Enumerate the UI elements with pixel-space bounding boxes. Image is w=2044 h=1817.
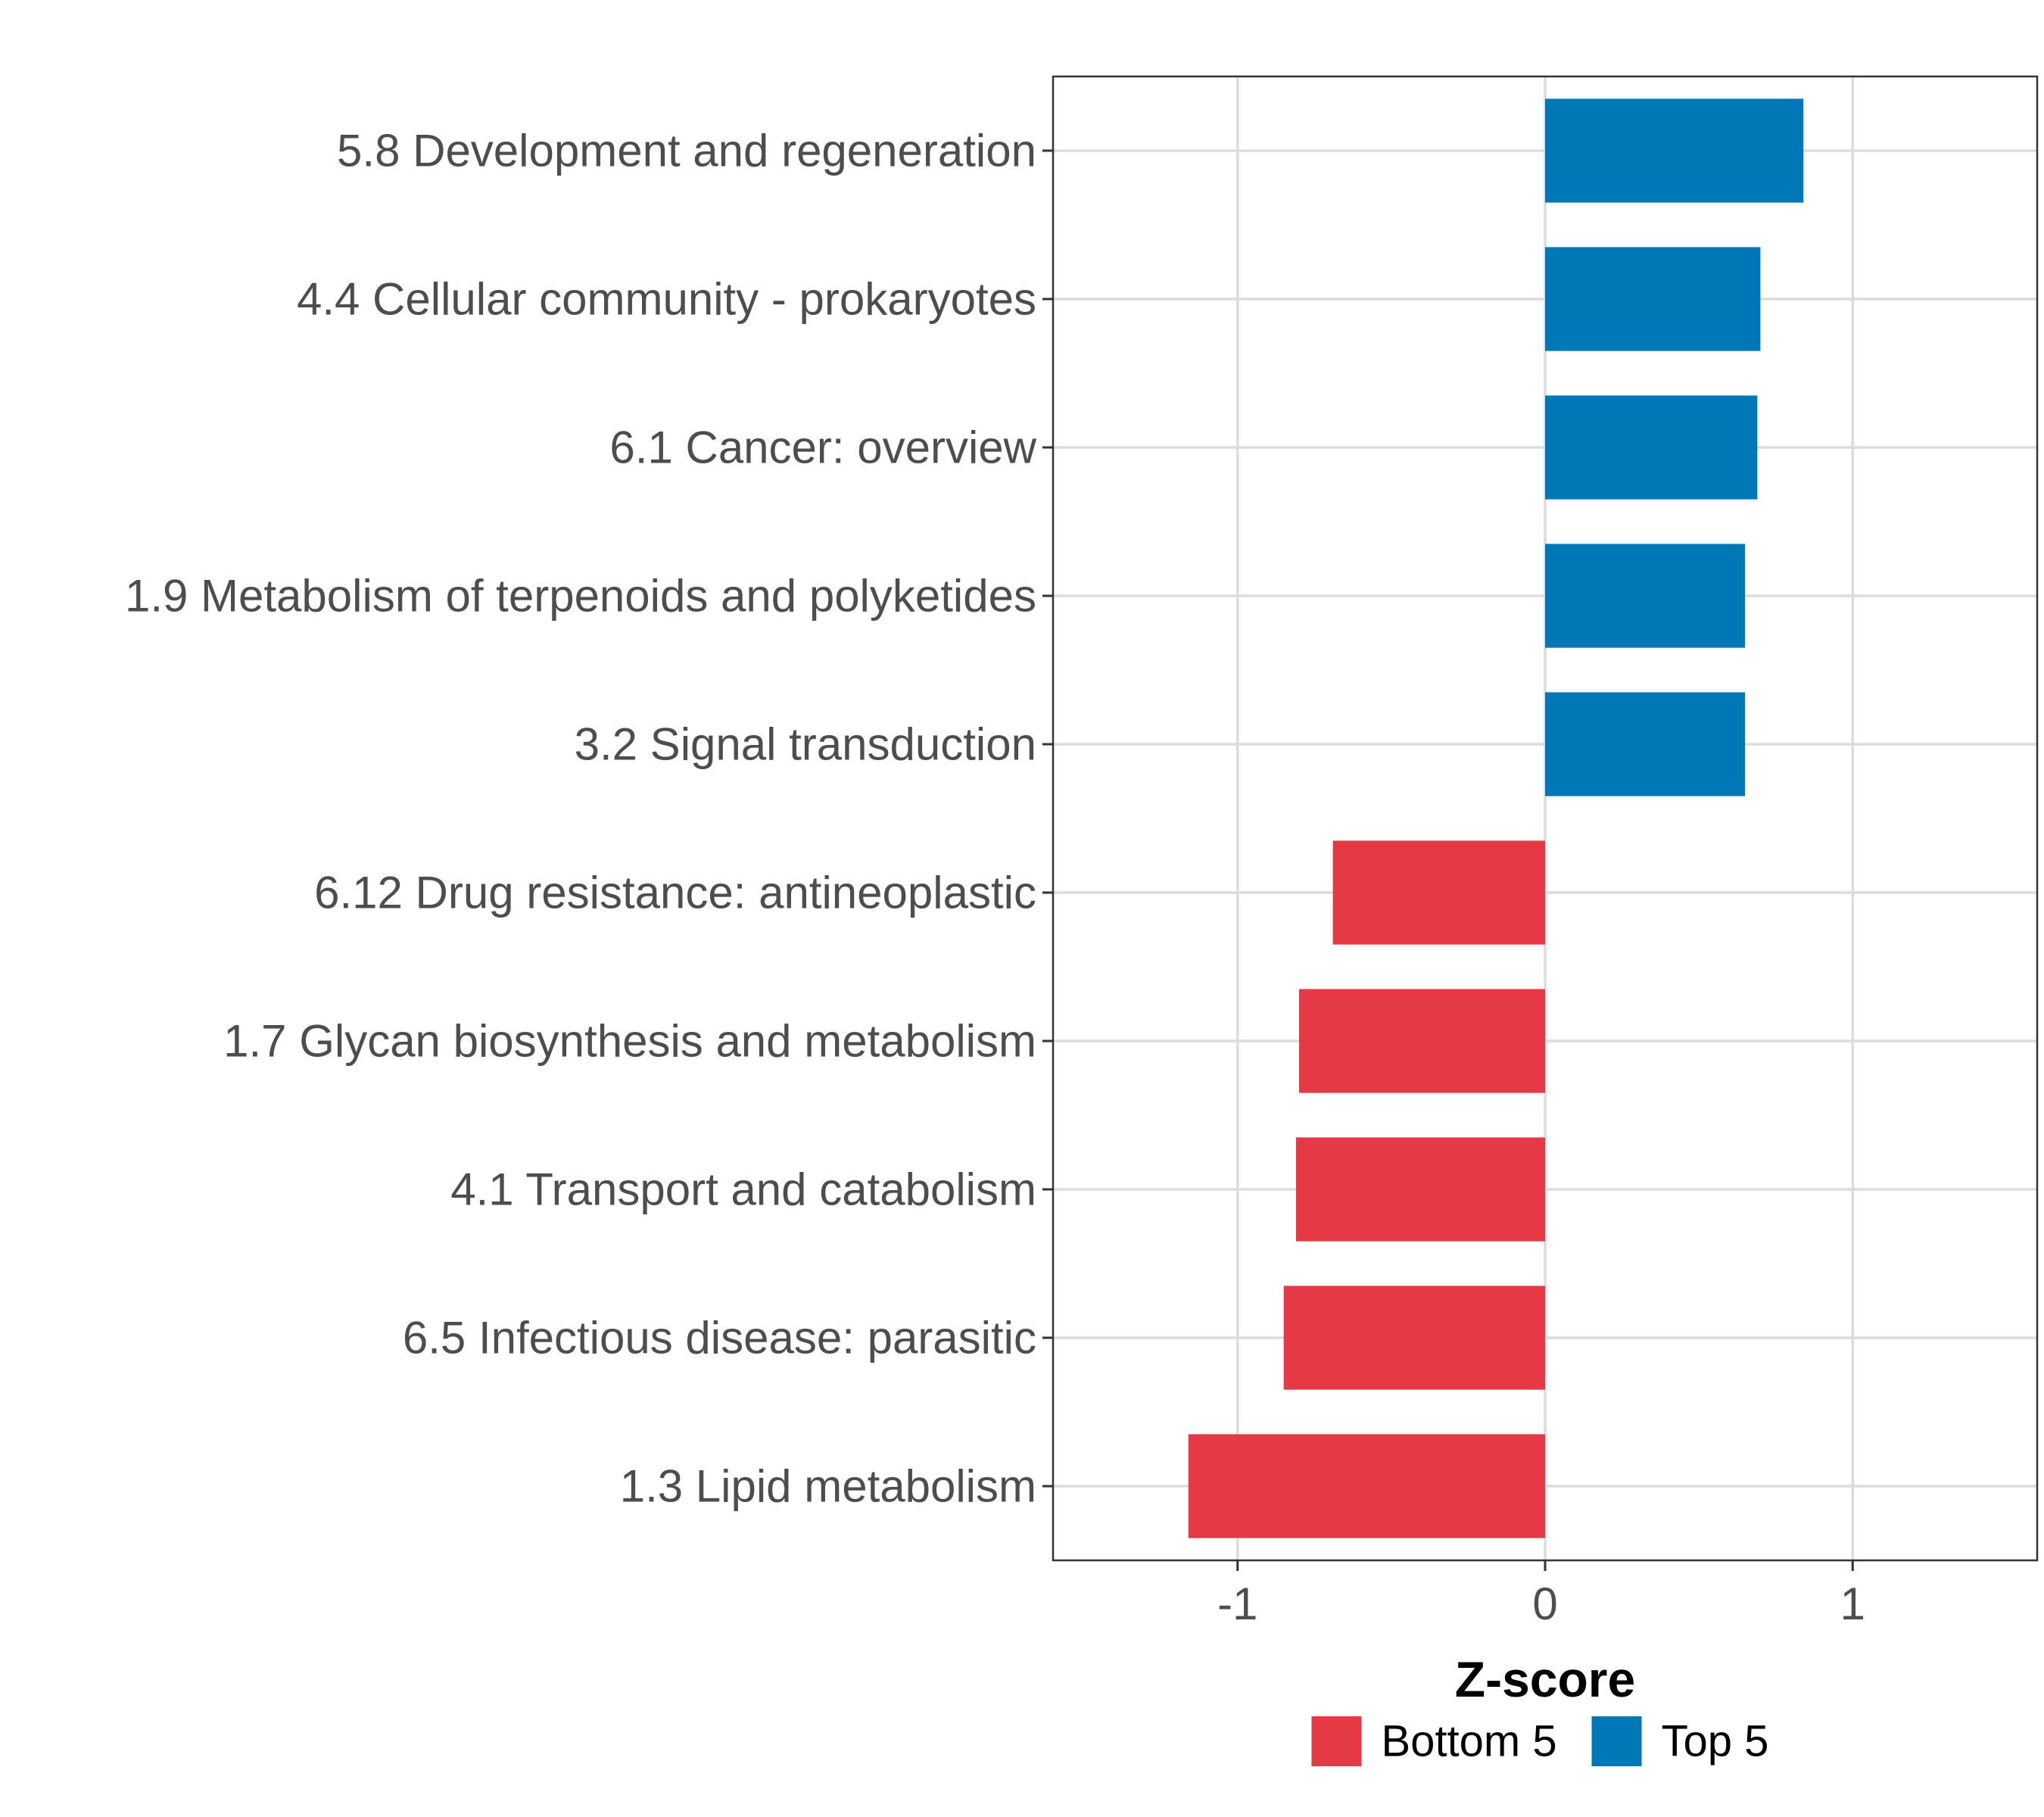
legend: Bottom 5 Top 5 (1311, 1716, 1769, 1766)
bar-1-9-metabolism-of-terpenoids-and-polyketides (1545, 544, 1746, 648)
y-tick-label: 5.8 Development and regeneration (337, 126, 1036, 176)
legend-swatch-bottom-5 (1311, 1716, 1362, 1766)
y-tick-label: 6.1 Cancer: overview (609, 422, 1036, 473)
bar-6-1-cancer-overview (1545, 395, 1758, 500)
y-tick-label: 3.2 Signal transduction (575, 719, 1036, 770)
x-tick-label: 1 (1840, 1579, 1865, 1629)
y-tick-label: 1.3 Lipid metabolism (620, 1461, 1036, 1512)
bar-3-2-signal-transduction (1545, 692, 1746, 796)
bar-1-7-glycan-biosynthesis-and-metabolism (1299, 989, 1545, 1093)
legend-label-bottom-5: Bottom 5 (1382, 1717, 1557, 1766)
x-axis-title: Z-score (1455, 1651, 1635, 1707)
legend-label-top-5: Top 5 (1662, 1717, 1769, 1766)
x-tick-label: -1 (1217, 1579, 1257, 1629)
bar-6-12-drug-resistance-antineoplastic (1332, 840, 1545, 945)
bar-4-4-cellular-community-prokaryotes (1545, 247, 1761, 351)
bar-4-1-transport-and-catabolism (1295, 1137, 1545, 1242)
y-tick-label: 6.5 Infectious disease: parasitic (403, 1313, 1036, 1364)
x-tick-label: 0 (1532, 1579, 1557, 1629)
y-tick-label: 1.7 Glycan biosynthesis and metabolism (223, 1016, 1036, 1067)
y-tick-label: 4.4 Cellular community - prokaryotes (297, 274, 1036, 325)
bar-6-5-infectious-disease-parasitic (1283, 1286, 1545, 1390)
legend-swatch-top-5 (1591, 1716, 1642, 1766)
y-tick-label: 4.1 Transport and catabolism (450, 1164, 1036, 1215)
y-tick-label: 6.12 Drug resistance: antineoplastic (314, 868, 1036, 918)
bars (1188, 98, 1804, 1538)
bar-5-8-development-and-regeneration (1545, 98, 1804, 203)
y-tick-label: 1.9 Metabolism of terpenoids and polyket… (125, 571, 1036, 622)
y-axis: 5.8 Development and regeneration 4.4 Cell… (125, 126, 1053, 1512)
bar-1-3-lipid-metabolism (1188, 1434, 1545, 1538)
x-axis: -1 0 1 (1217, 1560, 1865, 1629)
